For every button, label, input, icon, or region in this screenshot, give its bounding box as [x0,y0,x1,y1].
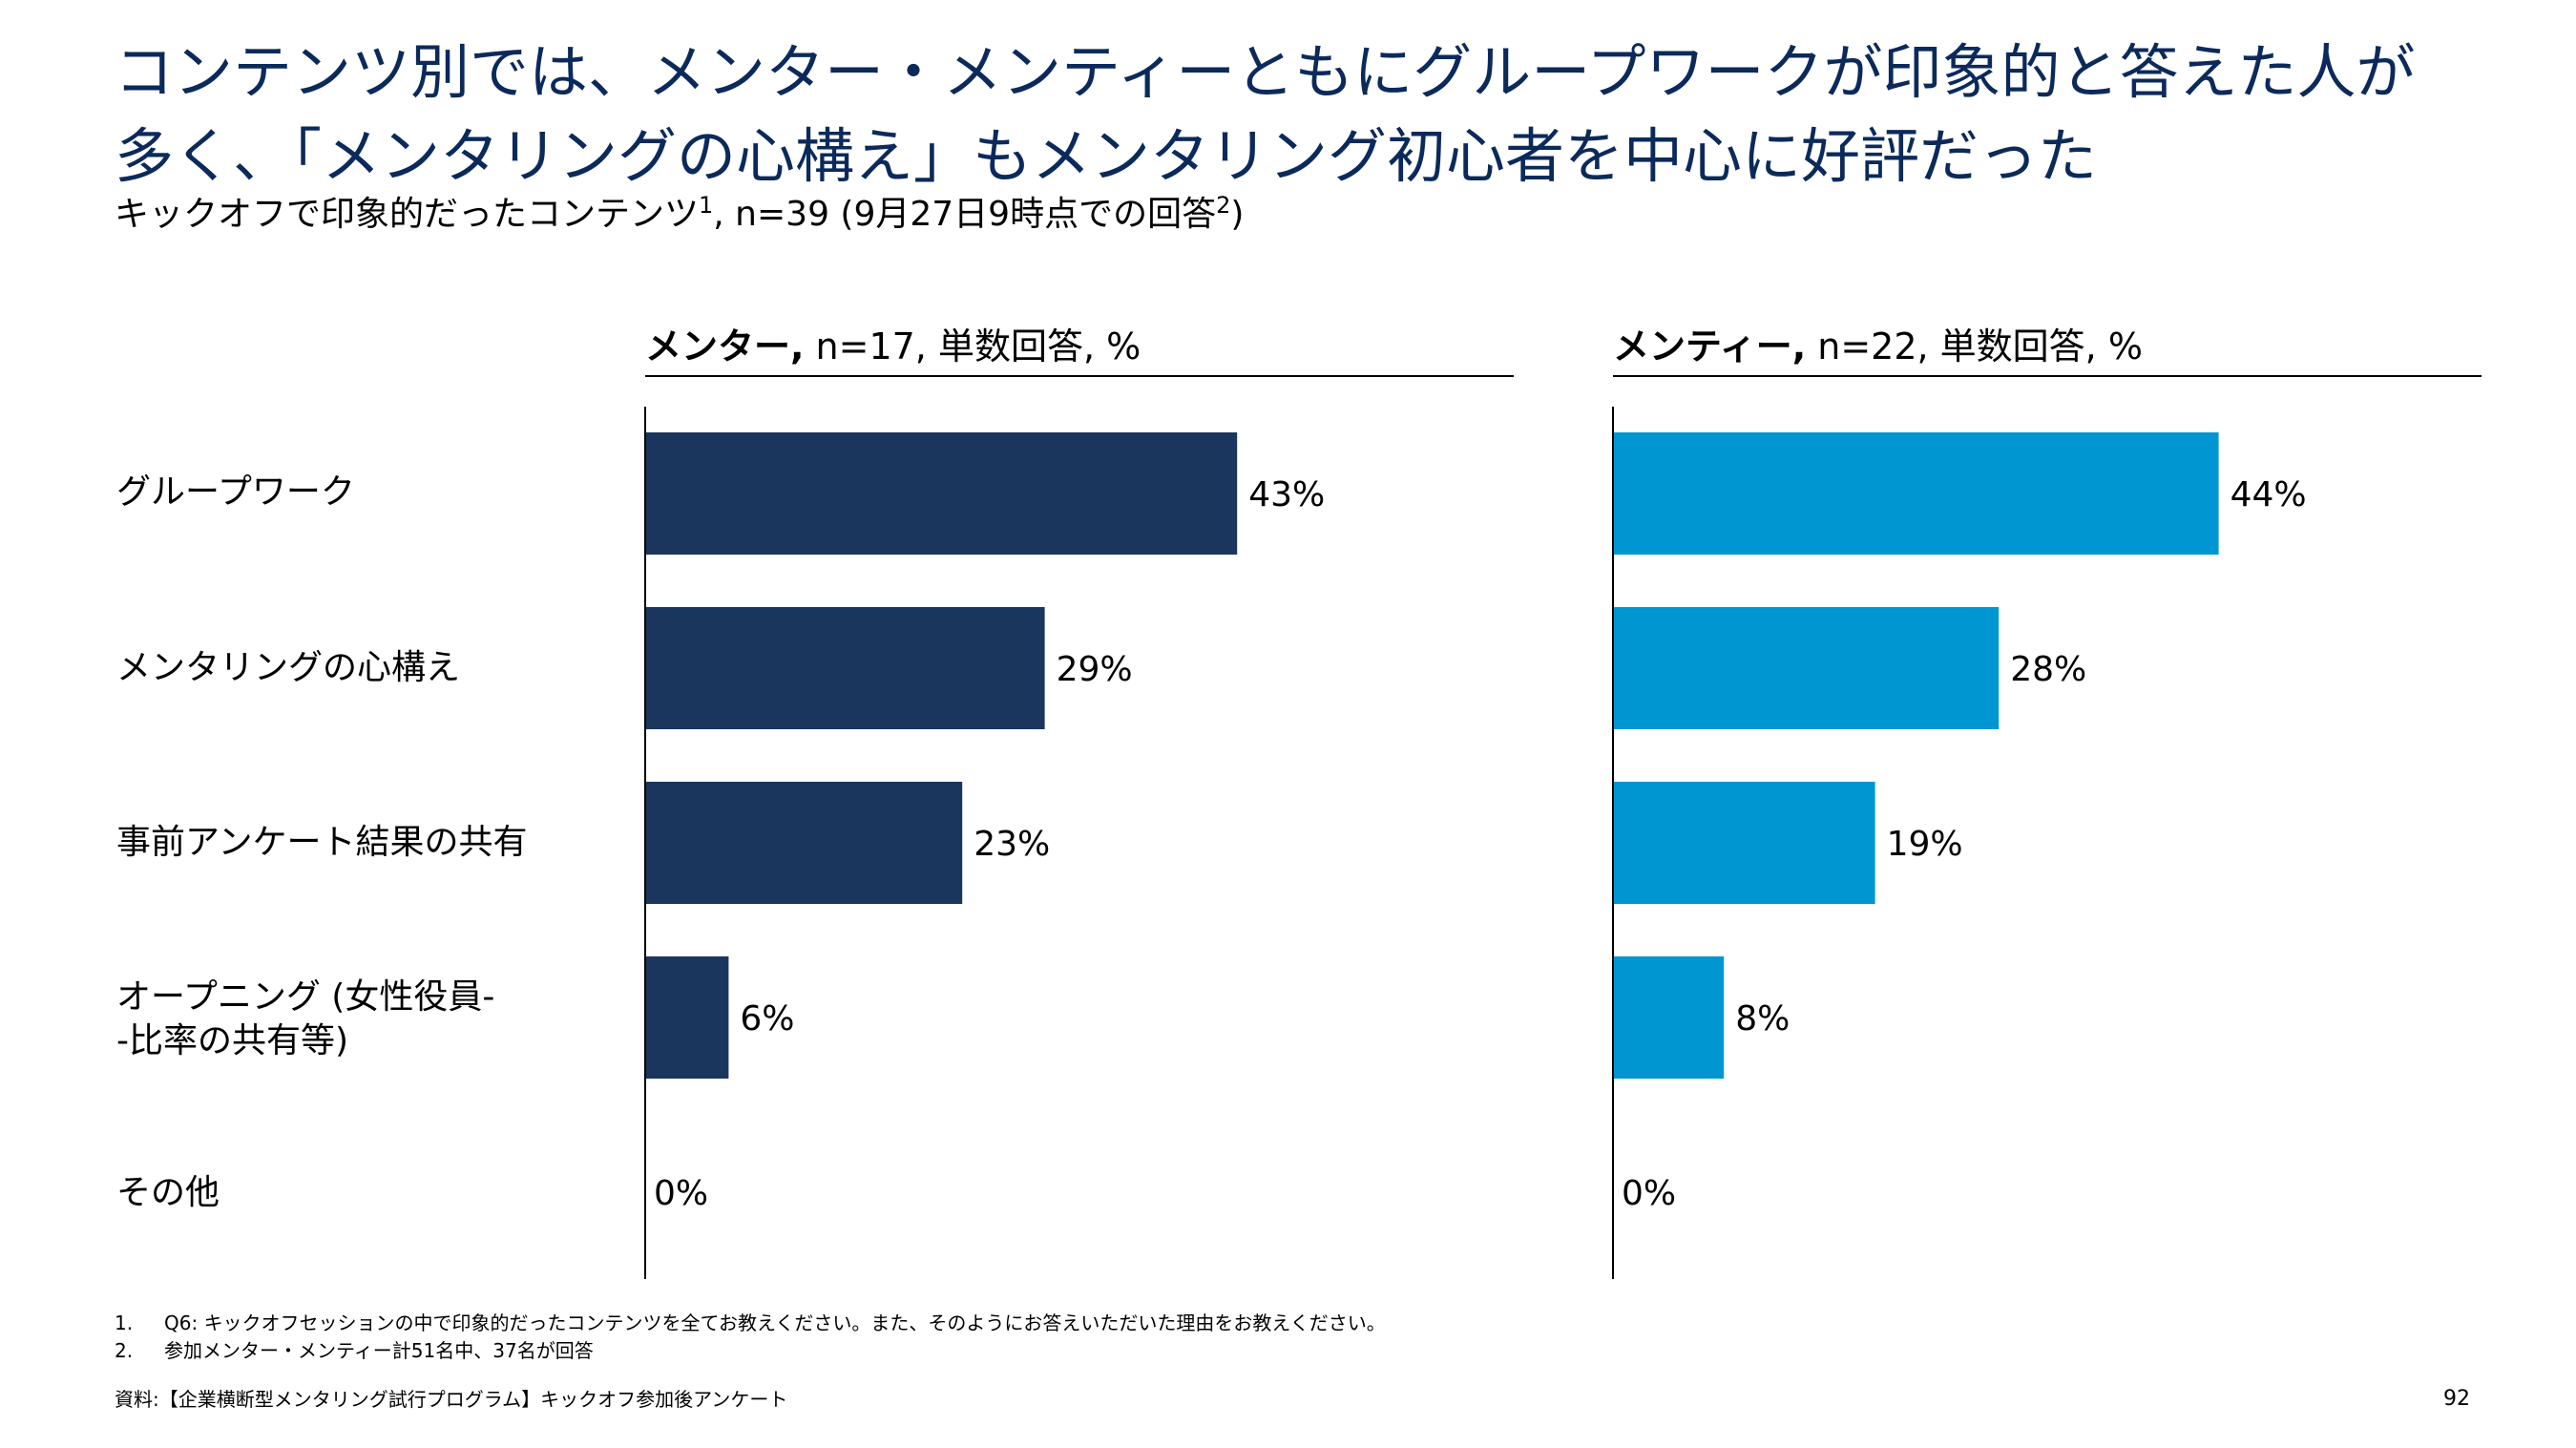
category-label-survey-results: 事前アンケート結果の共有 [116,823,528,862]
footnote-2: 2. 参加メンター・メンティー計51名中、37名が回答 [115,1337,1386,1365]
category-label-mentoring-mindset: メンタリングの心構え [116,648,461,687]
mentee-value-label-4: 0% [1622,1174,1676,1213]
subtitle-end: ) [1230,195,1245,234]
category-label-opening: オープニング (女性役員- -比率の共有等) [116,976,494,1063]
subtitle-footnote-ref-2: 2 [1216,192,1231,219]
source-note: 資料:【企業横断型メンタリング試行プログラム】キックオフ参加後アンケート [115,1388,788,1411]
category-label-opening-line1: オープニング (女性役員- [116,977,495,1017]
chart-subtitle: キックオフで印象的だったコンテンツ1, n=39 (9月27日9時点での回答2) [115,191,1244,239]
footnote-2-number: 2. [115,1339,134,1362]
mentee-panel-detail: n=22, 単数回答, % [1806,325,2143,367]
footnote-1-text: Q6: キックオフセッションの中で印象的だったコンテンツを全てお教えください。ま… [164,1312,1386,1334]
mentor-value-label-2: 23% [974,825,1050,864]
category-label-opening-line2: -比率の共有等) [116,1021,349,1060]
page-number: 92 [2443,1387,2470,1411]
mentor-header-rule [645,375,1514,377]
mentee-bar-3 [1614,956,1725,1079]
mentor-axis-line [644,407,646,1279]
slide-title-line1: コンテンツ別では、メンター・メンティーともにグループワークが印象的と答えた人が [115,37,2416,107]
subtitle-main: キックオフで印象的だったコンテンツ [115,195,700,234]
mentee-bar-1 [1614,607,2000,729]
mentor-value-label-3: 6% [740,999,794,1039]
footnote-1-number: 1. [115,1312,134,1334]
category-label-group-work: グループワーク [116,472,355,512]
mentor-panel-name: メンター, [645,325,805,367]
subtitle-mid: , n=39 (9月27日9時点での回答 [713,195,1217,234]
mentee-value-label-2: 19% [1887,825,1963,864]
category-label-other: その他 [116,1173,220,1212]
mentee-axis-line [1612,407,1614,1279]
mentee-header-rule [1613,375,2482,377]
mentor-bar-3 [646,956,729,1079]
mentee-value-label-3: 8% [1735,999,1790,1039]
mentee-value-label-1: 28% [2010,650,2086,689]
mentor-bar-0 [646,432,1238,555]
mentee-value-label-0: 44% [2230,475,2307,514]
mentee-bar-2 [1614,782,1875,904]
slide-title: コンテンツ別では、メンター・メンティーともにグループワークが印象的と答えた人が … [115,31,2482,199]
mentor-value-label-4: 0% [654,1174,708,1213]
mentor-value-label-1: 29% [1057,650,1133,689]
slide-title-line2: 多く、「メンタリングの心構え」もメンタリング初心者を中心に好評だった [115,121,2098,191]
mentor-bar-1 [646,607,1045,729]
mentor-bar-2 [646,782,963,904]
mentor-value-label-0: 43% [1248,475,1325,514]
footnote-1: 1. Q6: キックオフセッションの中で印象的だったコンテンツを全てお教えください… [115,1310,1386,1337]
subtitle-footnote-ref-1: 1 [699,192,714,219]
footnote-2-text: 参加メンター・メンティー計51名中、37名が回答 [164,1339,594,1362]
mentee-panel-name: メンティー, [1613,325,1807,367]
mentee-panel-header: メンティー, n=22, 単数回答, % [1613,323,2143,370]
mentor-panel-header: メンター, n=17, 単数回答, % [645,323,1141,370]
mentor-panel-detail: n=17, 単数回答, % [804,325,1141,367]
footnotes: 1. Q6: キックオフセッションの中で印象的だったコンテンツを全てお教えください… [115,1310,1386,1365]
mentee-bar-0 [1614,432,2219,555]
